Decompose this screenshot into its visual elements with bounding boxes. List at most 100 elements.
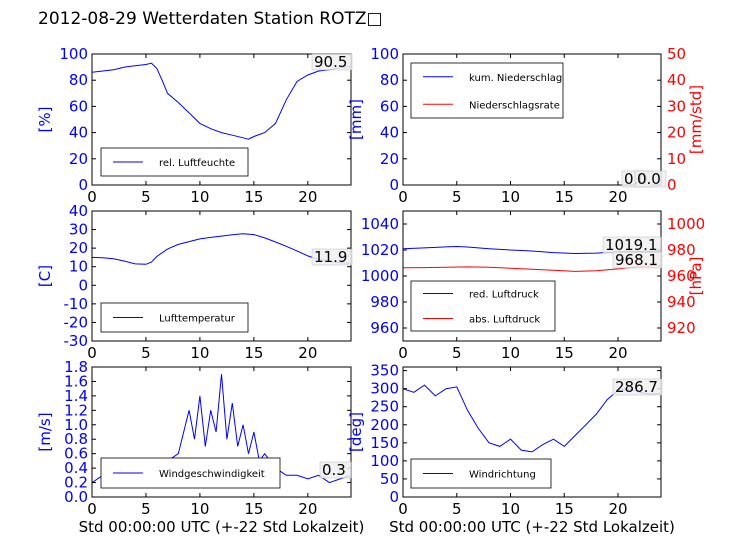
y-tick-right-label-pressure: 920 [667,319,696,337]
plot-frame-humidity [91,53,352,186]
y-tick-label-windspeed: 0.8 [64,430,88,448]
x-tick-label-precipitation: 0 [398,188,408,206]
y-axis-label-winddirection: [deg] [347,412,365,452]
x-tick-label-winddirection: 20 [608,500,627,518]
x-tick-label-windspeed: 10 [190,500,209,518]
y-tick-right-label-pressure: 1000 [667,215,705,233]
x-tick-label-windspeed: 20 [298,500,317,518]
x-tick-label-pressure: 20 [608,344,627,362]
x-axis-label-windspeed: Std 00:00:00 UTC (+-22 Std Lokalzeit) [79,518,365,536]
legend-label-temperature-0: Lufttemperatur [159,314,236,325]
y-tick-label-winddirection: 350 [370,362,399,380]
value-label-precipitation: 0.0 [637,170,661,188]
x-tick-label-humidity: 20 [298,188,317,206]
legend-label-pressure-1: abs. Luftdruck [469,315,540,326]
x-tick-label-winddirection: 15 [555,500,574,518]
y-tick-label-pressure: 1020 [361,241,399,259]
x-tick-label-windspeed: 0 [87,500,97,518]
legend-label-windspeed-0: Windgeschwindigkeit [159,469,265,480]
y-tick-label-windspeed: 0.6 [64,445,88,463]
y-tick-label-temperature: 10 [69,258,88,276]
y-tick-label-temperature: -10 [64,295,89,313]
value-label-temperature: 11.9 [314,248,347,266]
series-line-humidity-0 [92,62,351,140]
x-tick-label-precipitation: 20 [608,188,627,206]
x-tick-label-pressure: 0 [398,344,408,362]
value-label-box-windspeed [319,461,352,479]
x-tick-label-pressure: 5 [452,344,462,362]
y-tick-label-windspeed: 1.4 [64,387,88,405]
x-tick-label-winddirection: 5 [452,500,462,518]
y-tick-label-humidity: 80 [69,71,88,89]
y-tick-label-winddirection: 0 [389,488,399,506]
y-tick-label-winddirection: 250 [370,398,399,416]
y-tick-label-precipitation: 80 [380,71,399,89]
y-tick-right-label-precipitation: 20 [667,124,686,142]
x-tick-label-temperature: 20 [298,344,317,362]
y-tick-label-precipitation: 100 [370,45,399,63]
y-axis-label-humidity: [%] [36,107,54,133]
y-tick-label-windspeed: 0.0 [64,488,88,506]
y-tick-label-windspeed: 0.4 [64,459,88,477]
y-tick-label-winddirection: 200 [370,416,399,434]
y-tick-label-windspeed: 1.0 [64,416,88,434]
y-tick-label-windspeed: 0.2 [64,474,88,492]
x-tick-label-pressure: 10 [501,344,520,362]
x-tick-label-winddirection: 10 [501,500,520,518]
y-tick-right-label-precipitation: 30 [667,97,686,115]
value-label-box-pressure [612,251,663,269]
y-tick-label-temperature: 40 [69,202,88,220]
series-line-pressure-1 [403,265,661,272]
x-tick-label-precipitation: 5 [452,188,462,206]
x-tick-label-humidity: 0 [87,188,97,206]
y-tick-label-pressure: 1000 [361,267,399,285]
value-label-windspeed: 0.3 [322,461,346,479]
y-axis-label-precipitation: [mm] [347,99,365,140]
y-tick-label-temperature: -30 [64,332,89,350]
y-tick-label-pressure: 1040 [361,215,399,233]
legend-label-winddirection-0: Windrichtung [469,470,536,481]
y-tick-label-windspeed: 1.2 [64,401,88,419]
y-tick-label-humidity: 0 [78,176,88,194]
y-axis-right-label-pressure: [hPa] [687,257,705,296]
y-tick-right-label-precipitation: 40 [667,71,686,89]
y-axis-label-temperature: [C] [36,265,54,287]
value-label-box-precipitation [634,170,667,188]
y-tick-label-winddirection: 100 [370,452,399,470]
y-tick-label-temperature: -20 [64,313,89,331]
value-label-pressure: 1019.1 [605,236,658,254]
x-tick-label-temperature: 10 [190,344,209,362]
x-tick-label-pressure: 15 [555,344,574,362]
y-tick-label-humidity: 60 [69,97,88,115]
plot-frame-winddirection [402,366,662,498]
y-tick-label-windspeed: 1.6 [64,372,88,390]
y-tick-label-pressure: 980 [370,293,399,311]
value-label-humidity: 90.5 [314,53,347,71]
y-tick-right-label-precipitation: 10 [667,150,686,168]
plot-frame-temperature [91,210,352,342]
y-tick-right-label-pressure: 960 [667,267,696,285]
y-tick-label-precipitation: 60 [380,97,399,115]
x-tick-label-humidity: 10 [190,188,209,206]
y-tick-label-temperature: 0 [78,276,88,294]
y-tick-label-humidity: 100 [59,45,88,63]
x-tick-label-temperature: 15 [244,344,263,362]
y-tick-label-windspeed: 1.8 [64,358,88,376]
legend-label-pressure-0: red. Luftdruck [469,290,539,301]
y-axis-right-label-precipitation: [mm/std] [687,85,705,154]
legend-label-precipitation-1: Niederschlagsrate [469,100,560,111]
series-line-temperature-0 [92,233,351,265]
value-label-box-temperature [311,248,353,266]
value-label-winddirection: 286.7 [615,378,658,396]
y-tick-label-winddirection: 300 [370,380,399,398]
x-tick-label-humidity: 5 [141,188,151,206]
y-tick-label-precipitation: 40 [380,124,399,142]
y-tick-label-humidity: 40 [69,124,88,142]
legend-box-pressure [410,280,556,332]
legend-label-precipitation-0: kum. Niederschlag [469,73,562,84]
y-tick-right-label-pressure: 940 [667,293,696,311]
chart-title: 2012-08-29 Wetterdaten Station ROTZ□ [38,9,383,29]
value-label-box-humidity [311,53,353,71]
x-tick-label-temperature: 0 [87,344,97,362]
